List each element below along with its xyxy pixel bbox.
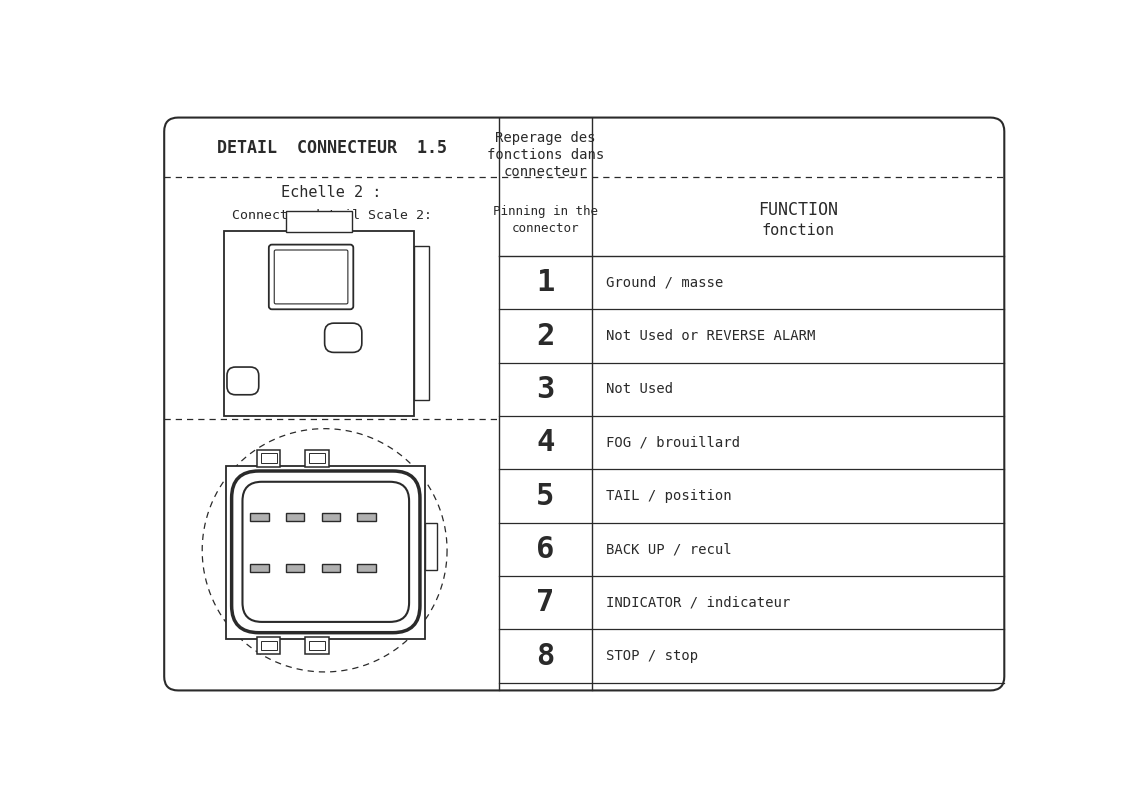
FancyBboxPatch shape — [357, 564, 376, 572]
Text: STOP / stop: STOP / stop — [606, 649, 698, 663]
Text: fonction: fonction — [762, 223, 834, 238]
Text: DETAIL  CONNECTEUR  1.5: DETAIL CONNECTEUR 1.5 — [217, 138, 447, 157]
Text: 6: 6 — [327, 494, 334, 506]
FancyBboxPatch shape — [261, 454, 277, 462]
FancyBboxPatch shape — [325, 323, 361, 353]
Text: Connector detail Scale 2:: Connector detail Scale 2: — [231, 209, 432, 222]
Text: 4: 4 — [255, 578, 263, 591]
FancyBboxPatch shape — [309, 454, 325, 462]
Text: 1: 1 — [363, 578, 370, 591]
FancyBboxPatch shape — [227, 367, 259, 394]
FancyBboxPatch shape — [414, 246, 430, 400]
FancyBboxPatch shape — [250, 564, 269, 572]
Text: BACK UP / recul: BACK UP / recul — [606, 542, 732, 557]
FancyBboxPatch shape — [424, 523, 437, 570]
FancyBboxPatch shape — [258, 450, 280, 467]
FancyBboxPatch shape — [321, 564, 340, 572]
Text: Echelle 2 :: Echelle 2 : — [282, 185, 382, 200]
Text: 8: 8 — [536, 642, 555, 670]
FancyBboxPatch shape — [306, 450, 328, 467]
Text: 6: 6 — [536, 535, 555, 564]
FancyBboxPatch shape — [223, 230, 414, 415]
Text: connector: connector — [512, 222, 579, 235]
Text: connecteur: connecteur — [504, 166, 587, 179]
FancyBboxPatch shape — [250, 514, 269, 521]
Text: 7: 7 — [292, 494, 299, 506]
FancyBboxPatch shape — [231, 471, 420, 633]
FancyBboxPatch shape — [258, 638, 280, 654]
Text: 8: 8 — [255, 494, 263, 506]
Text: 2: 2 — [327, 578, 334, 591]
Text: 5: 5 — [536, 482, 555, 510]
FancyBboxPatch shape — [261, 641, 277, 650]
Text: 2: 2 — [536, 322, 555, 350]
Text: 1: 1 — [536, 268, 555, 298]
FancyBboxPatch shape — [309, 641, 325, 650]
FancyBboxPatch shape — [286, 514, 304, 521]
FancyBboxPatch shape — [226, 466, 425, 639]
FancyBboxPatch shape — [321, 514, 340, 521]
Text: FOG / brouillard: FOG / brouillard — [606, 436, 740, 450]
Text: 3: 3 — [292, 578, 299, 591]
FancyBboxPatch shape — [286, 210, 352, 232]
Text: fonctions dans: fonctions dans — [487, 148, 604, 162]
FancyBboxPatch shape — [357, 514, 376, 521]
FancyBboxPatch shape — [275, 250, 348, 304]
FancyBboxPatch shape — [269, 245, 353, 310]
FancyBboxPatch shape — [306, 638, 328, 654]
Text: FUNCTION: FUNCTION — [758, 201, 838, 219]
Text: 5: 5 — [363, 494, 370, 506]
Text: Reperage des: Reperage des — [495, 131, 596, 146]
Text: Not Used or REVERSE ALARM: Not Used or REVERSE ALARM — [606, 329, 815, 343]
Text: Not Used: Not Used — [606, 382, 673, 397]
Text: Ground / masse: Ground / masse — [606, 276, 723, 290]
FancyBboxPatch shape — [243, 482, 409, 622]
Text: Pinning in the: Pinning in the — [492, 205, 598, 218]
Text: 7: 7 — [536, 588, 555, 618]
Text: INDICATOR / indicateur: INDICATOR / indicateur — [606, 596, 790, 610]
Text: 3: 3 — [536, 375, 555, 404]
Text: 4: 4 — [536, 428, 555, 458]
Text: TAIL / position: TAIL / position — [606, 489, 732, 503]
FancyBboxPatch shape — [286, 564, 304, 572]
